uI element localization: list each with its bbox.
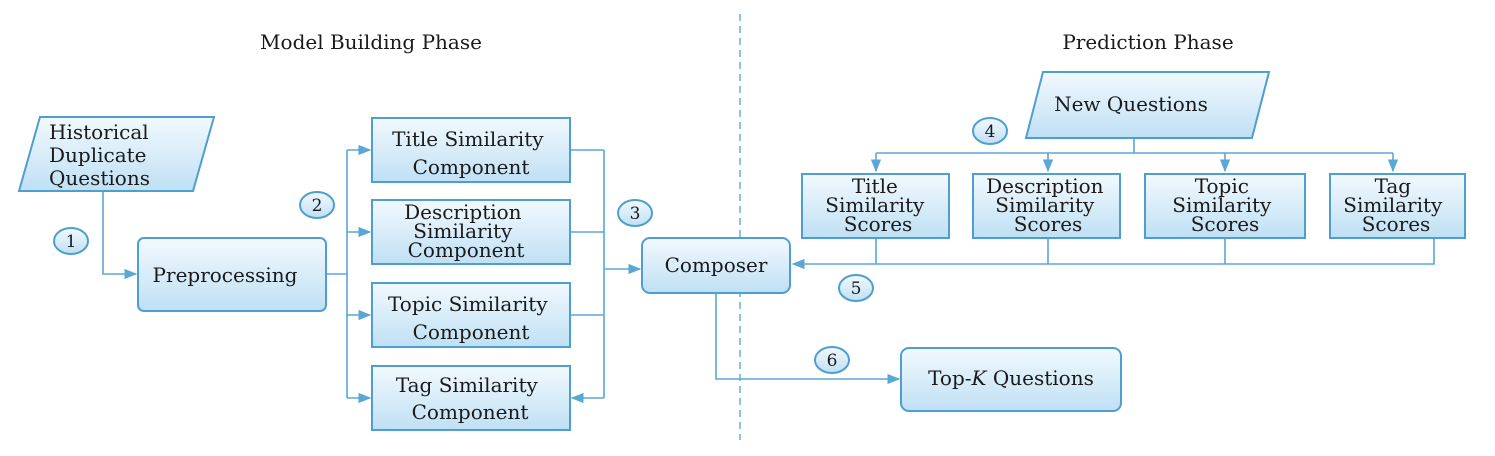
step-badge-5: 5 [838,274,874,302]
topic-component-label: Topic Similarity Component [388,292,554,344]
arrow-composer-to-topk [715,293,901,385]
wire-tag-scores-out [1048,239,1435,265]
description-similarity-component-node: Description Similarity Component [371,199,571,265]
step-badge-4: 4 [972,117,1008,145]
description-similarity-scores-node: Description Similarity Scores [972,173,1121,239]
svg-text:3: 3 [630,204,641,224]
tag-similarity-component-node: Tag Similarity Component [371,365,571,431]
title-scores-label: Title Similarity Scores [825,174,930,236]
prediction-phase-title: Prediction Phase [1062,30,1233,54]
topk-questions-node: Top-K Questions [900,347,1122,412]
step-badge-3: 3 [617,199,653,227]
title-component-label: Title Similarity Component [392,127,550,179]
description-scores-label: Description Similarity Scores [986,174,1110,236]
new-questions-node: New Questions [1024,71,1271,139]
model-building-phase-title: Model Building Phase [260,30,482,54]
description-component-label: Description Similarity Component [404,200,528,262]
svg-text:2: 2 [312,196,323,216]
topk-questions-label: Top-K Questions [928,366,1094,390]
svg-text:5: 5 [851,279,862,299]
step-badge-6: 6 [814,346,850,374]
preprocessing-node: Preprocessing [137,237,327,312]
composer-node: Composer [641,237,791,294]
title-similarity-scores-node: Title Similarity Scores [801,173,950,239]
step-badge-1: 1 [53,227,89,255]
arrow-historical-to-preprocessing [102,191,138,280]
step-badge-2: 2 [299,191,335,219]
svg-text:4: 4 [985,122,996,142]
svg-text:6: 6 [827,351,838,371]
composer-label: Composer [665,253,768,277]
connectors [102,138,1435,404]
topic-similarity-scores-node: Topic Similarity Scores [1144,173,1306,239]
topic-similarity-component-node: Topic Similarity Component [371,282,571,348]
historical-label: Historical Duplicate Questions [49,120,155,190]
title-similarity-component-node: Title Similarity Component [371,117,571,183]
svg-text:1: 1 [66,232,77,252]
tag-similarity-scores-node: Tag Similarity Scores [1329,173,1466,239]
new-questions-label: New Questions [1054,92,1208,116]
tag-component-label: Tag Similarity Component [396,373,544,424]
tag-scores-label: Tag Similarity Scores [1343,174,1448,236]
preprocessing-label: Preprocessing [153,263,298,287]
topic-scores-label: Topic Similarity Scores [1172,174,1277,236]
historical-duplicate-questions-node: Historical Duplicate Questions [17,116,216,192]
